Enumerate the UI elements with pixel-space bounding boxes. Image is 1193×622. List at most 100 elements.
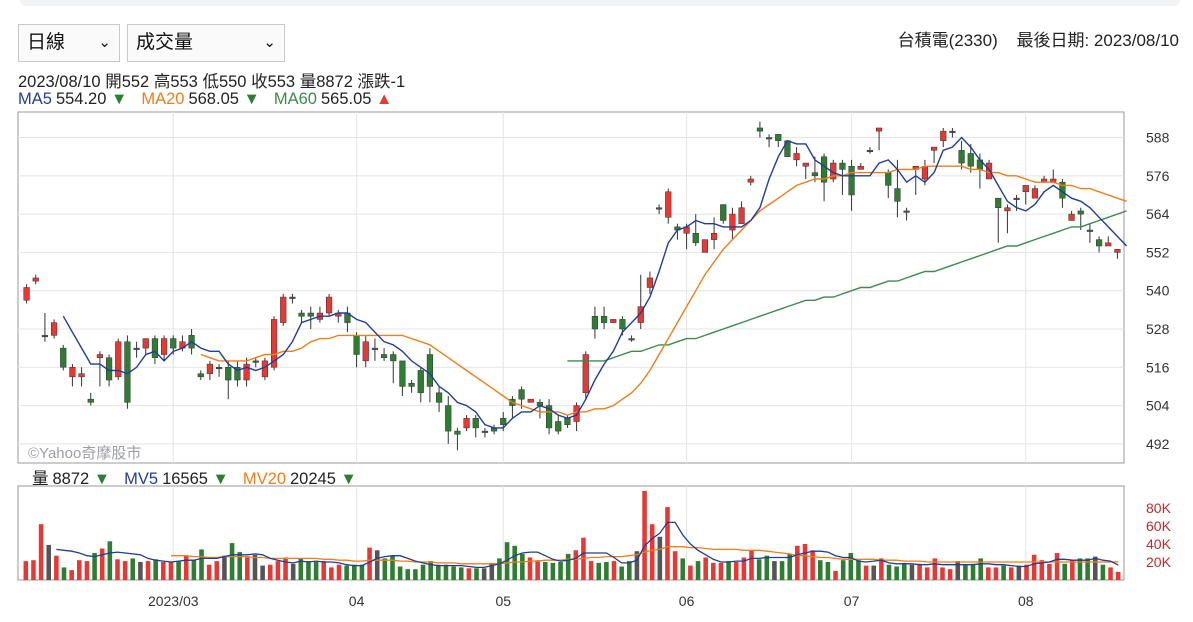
candle-body (160, 338, 168, 355)
ohlc-date: 2023/08/10 (18, 73, 101, 91)
volume-bar (313, 562, 319, 580)
indicator-select[interactable]: 成交量 ⌄ (127, 24, 285, 62)
stock-name-code: 台積電(2330) (897, 31, 998, 50)
volume-bar (924, 567, 930, 580)
volume-bar (84, 561, 90, 580)
volume-bar (54, 555, 59, 580)
volume-bar (390, 555, 395, 580)
x-tick-label: 2023/03 (148, 593, 199, 609)
candle-body (527, 398, 534, 403)
volume-bar (886, 564, 892, 580)
volume-bar (153, 559, 158, 580)
volume-bar (489, 562, 495, 580)
ma-legend-item: MA60 565.05 ▲ (274, 90, 393, 108)
volume-tick-label: 20K (1146, 554, 1172, 570)
candle-body (261, 360, 269, 378)
candle-body (1031, 188, 1039, 199)
volume-bar (1024, 564, 1029, 580)
candle-body (610, 319, 617, 323)
volume-bar (267, 564, 273, 580)
candle-body (307, 312, 314, 317)
candle-body (940, 130, 947, 141)
volume-bar (61, 567, 67, 580)
candle-body (655, 207, 663, 210)
candle-body (710, 233, 718, 240)
volume-bar (382, 558, 388, 580)
candle-body (619, 319, 626, 330)
candle-body (270, 319, 278, 368)
candle-body (802, 162, 809, 167)
volume-bar (520, 553, 525, 580)
volume-bar (993, 567, 999, 580)
volume-bar (787, 553, 792, 580)
ma-legend-name: MA60 (273, 90, 317, 108)
volume-bar (92, 553, 97, 580)
volume-bar (749, 550, 754, 580)
vol-legend-name: MV20 (242, 470, 286, 488)
period-select[interactable]: 日線 ⌄ (18, 24, 120, 62)
volume-bar (840, 560, 846, 580)
volume-bar (642, 490, 647, 580)
volume-bar (107, 541, 113, 580)
candle-body (87, 398, 94, 403)
volume-bar (245, 557, 250, 580)
volume-bar (672, 551, 678, 580)
ma-legend: MA5 554.20 ▼ MA20 568.05 ▼ MA60 565.05 ▲ (18, 90, 406, 109)
x-tick-label: 06 (679, 593, 695, 609)
candle-body (417, 370, 424, 394)
candle-body (32, 277, 39, 282)
volume-bar (871, 565, 877, 580)
vol-legend-value: 8872 (52, 470, 94, 488)
volume-bar (940, 567, 945, 580)
candle-body (701, 239, 709, 253)
candle-body (206, 363, 214, 374)
volume-bar (802, 544, 808, 580)
volume-bar (527, 557, 533, 580)
candle-body (142, 338, 149, 349)
candle-body (243, 363, 250, 381)
volume-bar (695, 561, 701, 580)
volume-bar (1070, 560, 1075, 580)
vol-legend-name: MV5 (124, 470, 159, 488)
candle-body (371, 347, 379, 350)
volume-bar (810, 550, 815, 580)
x-tick-label: 04 (349, 593, 365, 609)
volume-bar (535, 560, 540, 580)
candle-body (930, 146, 938, 151)
volume-bar (31, 560, 36, 580)
volume-bar (611, 561, 617, 580)
volume-bar (909, 564, 915, 580)
chevron-down-icon: ⌄ (263, 34, 276, 51)
candle-body (921, 165, 929, 180)
volume-bar (955, 561, 961, 580)
candle-body (408, 382, 415, 387)
x-tick-label: 05 (495, 593, 511, 609)
volume-bar (879, 558, 884, 580)
candle-body (903, 210, 910, 213)
down-arrow-icon: ▼ (111, 90, 128, 108)
volume-bar (963, 564, 968, 580)
candle-body (875, 127, 883, 132)
candle-body (1022, 185, 1029, 193)
candle-body (399, 360, 406, 387)
volume-bar (222, 555, 227, 580)
volume-bar (474, 568, 479, 580)
price-tick-label: 552 (1146, 244, 1170, 260)
candle-body (518, 389, 525, 400)
ma-legend-value: 554.20 (55, 90, 111, 108)
volume-bar (986, 567, 991, 580)
candle-body (793, 153, 800, 161)
candle-body (894, 188, 901, 202)
volume-bar (199, 549, 204, 580)
volume-bar (856, 560, 861, 580)
candle-body (1105, 242, 1112, 247)
mv5-line (56, 521, 1119, 569)
volume-bar (558, 562, 563, 580)
up-arrow-icon: ▲ (376, 90, 393, 108)
volume-legend: 量 8872 ▼ MV5 16565 ▼ MV20 20245 ▼ (32, 465, 371, 489)
volume-bar (298, 558, 304, 580)
volume-bar (428, 561, 433, 580)
volume-bar (588, 561, 594, 580)
volume-bar (161, 562, 166, 580)
volume-bar (405, 569, 411, 580)
